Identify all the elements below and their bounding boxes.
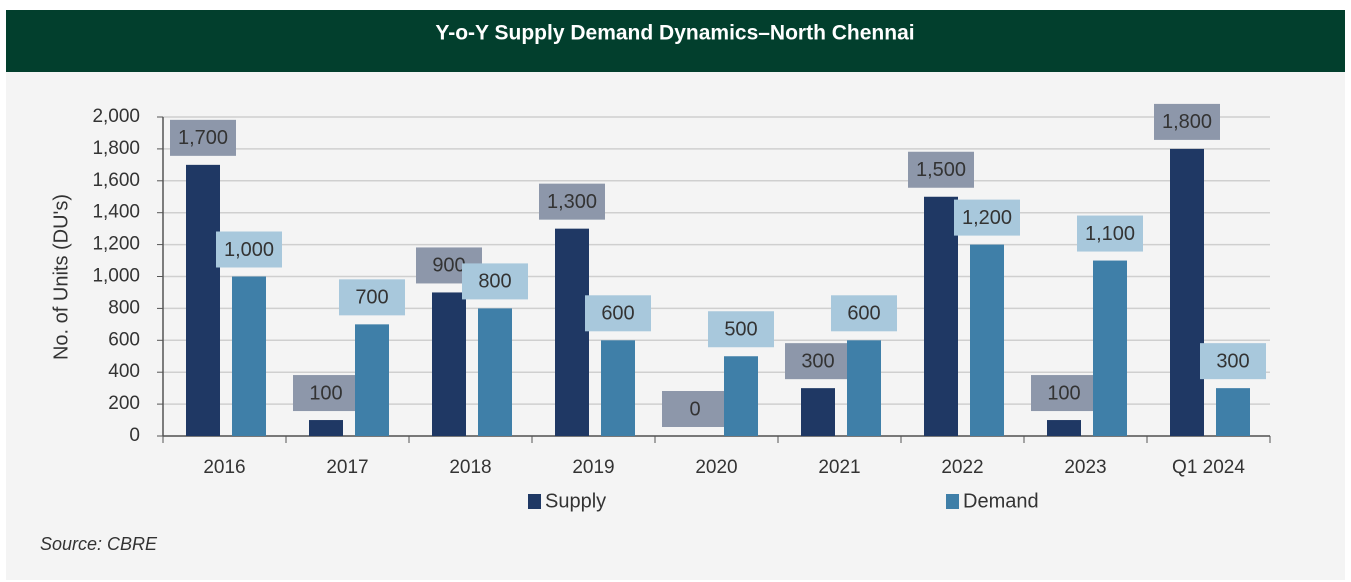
y-tick-label: 1,400 <box>92 202 140 223</box>
bar <box>1216 388 1250 436</box>
y-tick-label: 600 <box>108 329 140 350</box>
value-label: 0 <box>689 398 700 420</box>
value-label-box <box>785 343 851 380</box>
bar <box>186 164 220 436</box>
value-label: 1,700 <box>178 127 228 149</box>
value-label: 600 <box>847 303 880 325</box>
y-tick-label: 1,600 <box>92 170 140 191</box>
value-label-box <box>954 199 1020 236</box>
value-label-box <box>585 295 651 332</box>
x-tick-label: Q1 2024 <box>1172 457 1245 478</box>
bar <box>924 196 958 436</box>
value-label: 500 <box>724 319 757 341</box>
value-label-box <box>708 311 774 348</box>
value-label: 1,000 <box>224 239 274 261</box>
value-label: 1,100 <box>1085 223 1135 245</box>
value-label: 1,200 <box>962 207 1012 229</box>
value-label-box <box>1077 215 1143 252</box>
value-label-box <box>462 263 528 300</box>
value-label-box <box>339 279 405 316</box>
value-label-box <box>831 295 897 332</box>
x-tick-label: 2022 <box>941 457 983 478</box>
x-tick-label: 2019 <box>572 457 614 478</box>
bar <box>232 276 266 436</box>
value-label: 100 <box>309 382 342 404</box>
bar <box>1170 148 1204 436</box>
legend-swatch <box>946 494 959 509</box>
value-label-box <box>1031 375 1097 412</box>
source: Source: CBRE <box>40 534 158 554</box>
y-tick-label: 1,800 <box>92 138 140 159</box>
header <box>6 10 1345 72</box>
value-label-box <box>170 119 236 156</box>
chart-title: Y-o-Y Supply Demand Dynamics–North Chenn… <box>435 22 914 45</box>
bar <box>724 356 758 436</box>
bar <box>355 324 389 436</box>
value-label-box <box>908 151 974 188</box>
value-label-box <box>293 375 359 412</box>
bar <box>801 388 835 436</box>
value-label-box <box>539 183 605 220</box>
x-tick-label: 2016 <box>203 457 245 478</box>
x-tick-label: 2018 <box>449 457 491 478</box>
legend-label: Supply <box>545 490 606 512</box>
value-label: 1,300 <box>547 191 597 213</box>
y-tick-label: 200 <box>108 393 140 414</box>
y-tick-label: 0 <box>129 425 140 446</box>
value-label-box <box>1154 103 1220 140</box>
y-tick-label: 800 <box>108 297 140 318</box>
value-label: 1,800 <box>1162 111 1212 133</box>
legend-label: Demand <box>963 490 1039 512</box>
value-label: 900 <box>432 255 465 277</box>
y-axis-title: No. of Units (DU's) <box>50 194 72 360</box>
value-label-box <box>216 231 282 268</box>
bar <box>555 228 589 436</box>
value-label: 700 <box>355 287 388 309</box>
value-label-box <box>662 391 728 427</box>
value-label: 800 <box>478 271 511 293</box>
value-label: 100 <box>1047 382 1080 404</box>
y-tick-label: 1,000 <box>92 266 140 287</box>
value-label: 1,500 <box>916 159 966 181</box>
bar <box>847 340 881 436</box>
bar <box>432 292 466 436</box>
value-label-box <box>1200 343 1266 380</box>
x-tick-label: 2020 <box>695 457 737 478</box>
x-tick-label: 2023 <box>1064 457 1106 478</box>
bar <box>601 340 635 436</box>
x-tick-label: 2017 <box>326 457 368 478</box>
bar <box>970 244 1004 436</box>
value-label: 600 <box>601 303 634 325</box>
x-tick-label: 2021 <box>818 457 860 478</box>
bar <box>309 420 343 436</box>
y-tick-label: 2,000 <box>92 106 140 127</box>
value-label: 300 <box>801 350 834 372</box>
bar <box>478 308 512 436</box>
y-tick-label: 400 <box>108 361 140 382</box>
legend-swatch <box>528 494 541 509</box>
bar <box>1047 420 1081 436</box>
y-tick-label: 1,200 <box>92 234 140 255</box>
bar <box>1093 260 1127 436</box>
value-label: 300 <box>1216 350 1249 372</box>
